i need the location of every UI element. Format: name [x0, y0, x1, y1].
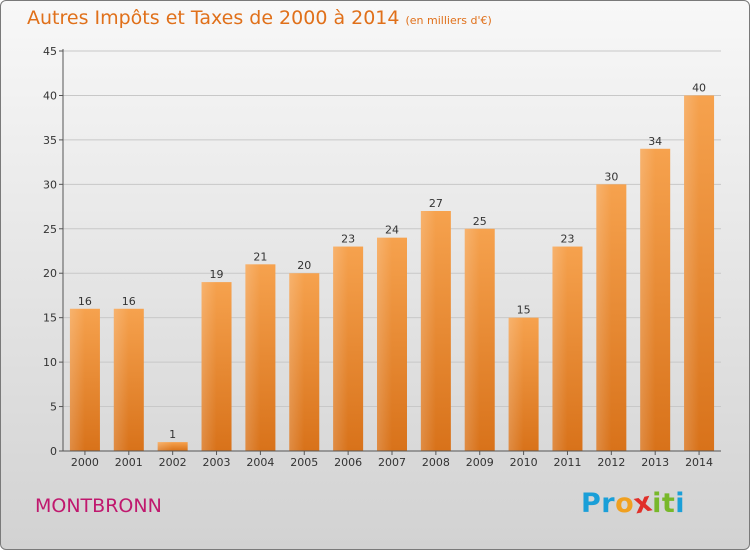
- x-tick-label: 2006: [334, 456, 362, 469]
- proxiti-logo: Proxiti: [581, 486, 686, 520]
- x-tick-label: 2012: [597, 456, 625, 469]
- bar-highlight: [377, 237, 392, 451]
- bar-highlight: [464, 228, 480, 451]
- y-tick-label: 15: [43, 312, 57, 325]
- y-tick-label: 30: [43, 178, 57, 191]
- axes: 0 5 10 15 20 25 30 35 40 45 2000 2001 2002 2003 2004 20…: [43, 45, 721, 469]
- x-tick-label: 2001: [115, 456, 143, 469]
- logo-letter: t: [661, 488, 676, 519]
- bar-value-label: 23: [341, 233, 355, 246]
- bar-highlight: [201, 282, 217, 451]
- y-tick-label: 45: [43, 45, 57, 58]
- bar-highlight: [640, 148, 656, 451]
- x-tick-label: 2014: [685, 456, 713, 469]
- bar-highlight: [113, 308, 129, 451]
- bar-highlight: [508, 317, 524, 451]
- bar-highlight: [245, 264, 261, 451]
- y-tick-label: 35: [43, 134, 57, 147]
- logo-letter: i: [652, 488, 662, 519]
- logo-letter: P: [581, 488, 602, 519]
- x-tick-label: 2011: [553, 456, 581, 469]
- y-tick-label: 40: [43, 89, 57, 102]
- bar-value-label: 34: [648, 135, 662, 148]
- bar-highlight: [596, 184, 612, 452]
- bar-highlight: [333, 246, 349, 451]
- y-tick-label: 25: [43, 223, 57, 236]
- x-tick-label: 2004: [246, 456, 274, 469]
- bar-value-label: 27: [429, 197, 443, 210]
- y-tick-label: 10: [43, 356, 57, 369]
- bar-value-label: 21: [253, 250, 267, 263]
- bar-value-label: 20: [297, 259, 311, 272]
- bar-highlight: [552, 246, 568, 451]
- bar-value-label: 40: [692, 81, 706, 94]
- bar-value-label: 23: [560, 233, 574, 246]
- y-tick-label: 0: [50, 445, 57, 458]
- bar-value-label: 25: [473, 215, 487, 228]
- x-tick-label: 2005: [290, 456, 318, 469]
- town-name: MONTBRONN: [35, 495, 162, 517]
- x-tick-label: 2007: [378, 456, 406, 469]
- bar-value-label: 16: [78, 295, 92, 308]
- x-tick-label: 2010: [510, 456, 538, 469]
- bar-highlight: [157, 442, 173, 451]
- bar-highlight: [420, 211, 436, 451]
- x-tick-label: 2008: [422, 456, 450, 469]
- bar-value-label: 1: [169, 428, 176, 441]
- bar-highlight: [69, 308, 85, 451]
- bar-value-label: 19: [210, 268, 224, 281]
- x-tick-label: 2003: [203, 456, 231, 469]
- bar-value-label: 15: [517, 304, 531, 317]
- chart-title-text: Autres Impôts et Taxes de 2000 à 2014: [27, 7, 400, 29]
- bar-value-label: 16: [122, 295, 136, 308]
- chart-title: Autres Impôts et Taxes de 2000 à 2014 (en…: [27, 7, 492, 29]
- x-tick-label: 2009: [466, 456, 494, 469]
- x-tick-label: 2002: [159, 456, 187, 469]
- bars: 16 16 1 19 21 20 23 24 27 25 15 23 30 34 40: [69, 81, 715, 452]
- bar-highlight: [684, 95, 700, 451]
- bar-value-label: 24: [385, 224, 399, 237]
- logo-letter: i: [675, 488, 686, 519]
- x-tick-label: 2013: [641, 456, 669, 469]
- y-tick-label: 20: [43, 267, 57, 280]
- bar-highlight: [289, 273, 305, 451]
- bar-value-label: 30: [604, 170, 618, 183]
- logo-letter: r: [601, 488, 616, 519]
- logo-letter: o: [615, 488, 635, 519]
- y-tick-label: 5: [50, 401, 57, 414]
- chart-subtitle: (en milliers d'€): [405, 14, 492, 27]
- x-tick-label: 2000: [71, 456, 99, 469]
